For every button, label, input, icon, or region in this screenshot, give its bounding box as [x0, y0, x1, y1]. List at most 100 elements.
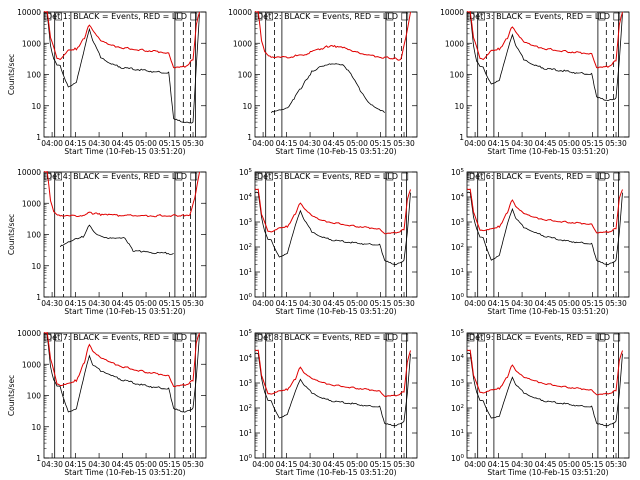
x-tick-label: 05:30 [182, 139, 204, 148]
y-tick-label: 100 [27, 71, 42, 80]
y-tick-label: 1 [459, 133, 464, 142]
y-tick-label: 100 [27, 392, 42, 401]
marker-box [467, 172, 475, 181]
x-tick-label: 05:15 [370, 139, 392, 148]
marker-box [266, 333, 273, 342]
marker-box [190, 172, 198, 181]
chart-title: Det 6: BLACK = Events, RED = LLD [469, 172, 610, 181]
x-tick-label: 04:30 [88, 139, 110, 148]
marker-box [598, 333, 606, 342]
plot-frame [43, 332, 207, 459]
y-tick-label: 101 [451, 429, 464, 438]
marker-box [190, 12, 198, 21]
x-axis-label: Start Time (10-Feb-15 03:51:20) [275, 147, 396, 156]
marker-box [255, 172, 263, 181]
x-tick-label: 04:15 [488, 460, 510, 469]
series-events-line [466, 352, 623, 427]
x-tick-label: 04:30 [511, 139, 533, 148]
y-tick-label: 103 [451, 379, 465, 388]
x-tick-label: 04:15 [276, 460, 298, 469]
chart-panel-det-6: Det 6: BLACK = Events, RED = LLD 100 101 10… [451, 168, 630, 316]
y-tick-label: 10000 [440, 8, 464, 17]
series-events-line [254, 191, 411, 266]
y-tick-label: 100 [239, 293, 253, 302]
y-tick-label: 105 [451, 329, 465, 338]
plot-frame [43, 171, 207, 298]
series-events-line [270, 63, 385, 113]
y-tick-label: 1000 [22, 199, 41, 208]
y-tick-label: 100 [239, 454, 253, 463]
x-tick-label: 04:30 [41, 299, 63, 308]
x-tick-label: 04:30 [88, 299, 110, 308]
series-events-line [466, 12, 623, 102]
y-tick-label: 10000 [17, 8, 41, 17]
x-tick-label: 04:45 [323, 139, 345, 148]
plot-frame [466, 11, 630, 138]
x-axis-label: Start Time (10-Feb-15 03:51:20) [275, 468, 396, 477]
x-tick-label: 05:15 [370, 460, 392, 469]
x-tick-label: 04:15 [65, 139, 87, 148]
x-tick-label: 04:15 [65, 299, 87, 308]
chart-title: Det 5: BLACK = Events, RED = LLD [257, 172, 398, 181]
y-tick-label: 105 [239, 168, 253, 177]
plot-frame [254, 171, 418, 298]
y-tick-label: 10000 [17, 329, 41, 338]
chart-panel-det-5: Det 5: BLACK = Events, RED = LLD 100 101 10… [239, 168, 418, 316]
x-tick-label: 05:00 [135, 460, 157, 469]
y-tick-label: 101 [239, 268, 252, 277]
x-tick-label: 05:15 [582, 139, 604, 148]
x-tick-label: 05:00 [346, 299, 368, 308]
x-tick-label: 05:15 [370, 299, 392, 308]
y-axis-label: Counts/sec [7, 214, 16, 255]
x-tick-label: 05:00 [346, 460, 368, 469]
series-lld-line [43, 331, 200, 388]
marker-box [598, 12, 606, 21]
x-tick-label: 04:15 [65, 460, 87, 469]
y-tick-label: 10 [31, 423, 41, 432]
marker-box [266, 12, 273, 21]
y-tick-label: 104 [239, 354, 253, 363]
chart-panel-det-9: Det 9: BLACK = Events, RED = LLD 100 101 10… [451, 329, 630, 477]
y-tick-label: 10 [31, 262, 41, 271]
x-tick-label: 05:00 [558, 460, 580, 469]
x-tick-label: 04:00 [252, 299, 274, 308]
series-events-line [254, 352, 411, 427]
y-tick-label: 103 [239, 218, 253, 227]
marker-box [255, 333, 263, 342]
y-tick-label: 105 [239, 329, 253, 338]
series-events-line [43, 333, 200, 413]
y-tick-label: 1 [247, 133, 252, 142]
y-tick-label: 104 [451, 354, 465, 363]
marker-box [401, 172, 409, 181]
y-tick-label: 1 [36, 454, 41, 463]
x-tick-label: 04:45 [112, 299, 134, 308]
marker-box [175, 333, 183, 342]
y-axis-label: Counts/sec [7, 54, 16, 95]
x-tick-label: 04:30 [88, 460, 110, 469]
y-tick-label: 1000 [22, 39, 41, 48]
x-axis-label: Start Time (10-Feb-15 03:51:20) [275, 307, 396, 316]
marker-box [598, 172, 606, 181]
x-tick-label: 04:00 [464, 299, 486, 308]
marker-box [478, 333, 485, 342]
y-tick-label: 101 [451, 268, 464, 277]
chart-title: Det 7: BLACK = Events, RED = LLD [46, 333, 187, 342]
x-axis-label: Start Time (10-Feb-15 03:51:20) [64, 307, 185, 316]
marker-box [175, 12, 183, 21]
plot-frame [466, 332, 630, 459]
marker-box [478, 12, 485, 21]
series-lld-line [466, 188, 623, 234]
x-tick-label: 04:45 [112, 460, 134, 469]
marker-box [478, 172, 485, 181]
x-tick-label: 05:15 [582, 460, 604, 469]
x-axis-label: Start Time (10-Feb-15 03:51:20) [487, 147, 608, 156]
x-tick-label: 04:45 [112, 139, 134, 148]
x-tick-label: 04:30 [41, 460, 63, 469]
y-tick-label: 10000 [17, 168, 41, 177]
series-events-line [59, 224, 174, 255]
y-tick-label: 100 [27, 231, 42, 240]
marker-box [190, 333, 198, 342]
x-tick-label: 05:15 [582, 299, 604, 308]
x-tick-label: 05:00 [135, 299, 157, 308]
